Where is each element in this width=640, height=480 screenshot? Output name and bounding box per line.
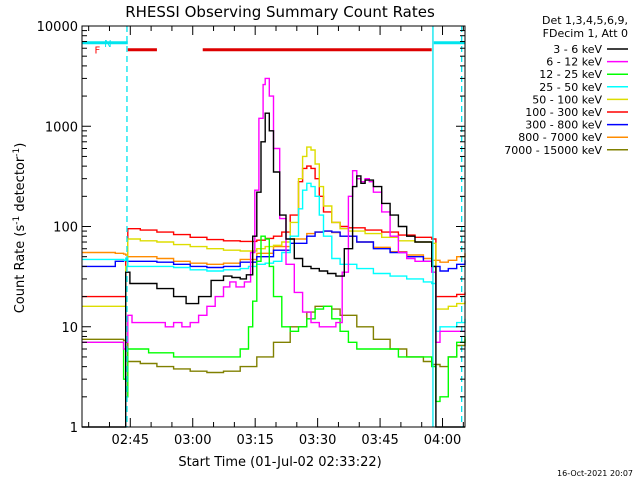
y-tick-label: 1000	[45, 120, 78, 135]
series-line-25-50-kev	[82, 182, 466, 332]
y-axis-label: Count Rate (s-1 detector-1)	[12, 143, 28, 314]
flag-label-flare: F	[95, 46, 101, 57]
x-tick-label: 03:15	[236, 433, 273, 448]
legend-label: 3 - 6 keV	[553, 43, 602, 56]
flag-label-night: N	[104, 39, 111, 50]
x-tick-label: 03:30	[299, 433, 336, 448]
legend-label: 800 - 7000 keV	[518, 131, 602, 144]
x-tick-label: 03:45	[361, 433, 398, 448]
x-axis-label: Start Time (01-Jul-02 02:33:22)	[178, 455, 381, 470]
series-line-3-6-kev	[82, 112, 465, 428]
legend-header-decimation: FDecim 1, Att 0	[543, 27, 628, 40]
legend-label: 50 - 100 keV	[532, 93, 602, 106]
y-tick-label: 100	[53, 221, 78, 236]
x-tick-label: 03:00	[174, 433, 211, 448]
legend-label: 7000 - 15000 keV	[504, 144, 602, 157]
x-tick-label: 02:45	[112, 433, 149, 448]
legend-label: 100 - 300 keV	[525, 106, 602, 119]
y-tick-label: 1	[70, 421, 78, 436]
series-line-12-25-kev	[82, 235, 466, 403]
legend-label: 25 - 50 keV	[539, 81, 602, 94]
x-tick-label: 04:00	[424, 433, 461, 448]
chart-title: RHESSI Observing Summary Count Rates	[125, 3, 435, 21]
legend-label: 300 - 800 keV	[525, 119, 602, 132]
legend-label: 12 - 25 keV	[539, 68, 602, 81]
legend-header-detectors: Det 1,3,4,5,6,9,	[542, 14, 628, 27]
generation-date: 16-Oct-2021 20:07	[557, 469, 633, 478]
legend-label: 6 - 12 keV	[546, 56, 602, 69]
y-tick-label: 10000	[37, 20, 78, 35]
series-line-100-300-kev	[82, 165, 466, 298]
plot-area: FN 1 10 100 1000 10000 02:45 03:00 03:15 03:30 03:…	[37, 20, 466, 448]
y-tick-label: 10	[61, 321, 78, 336]
